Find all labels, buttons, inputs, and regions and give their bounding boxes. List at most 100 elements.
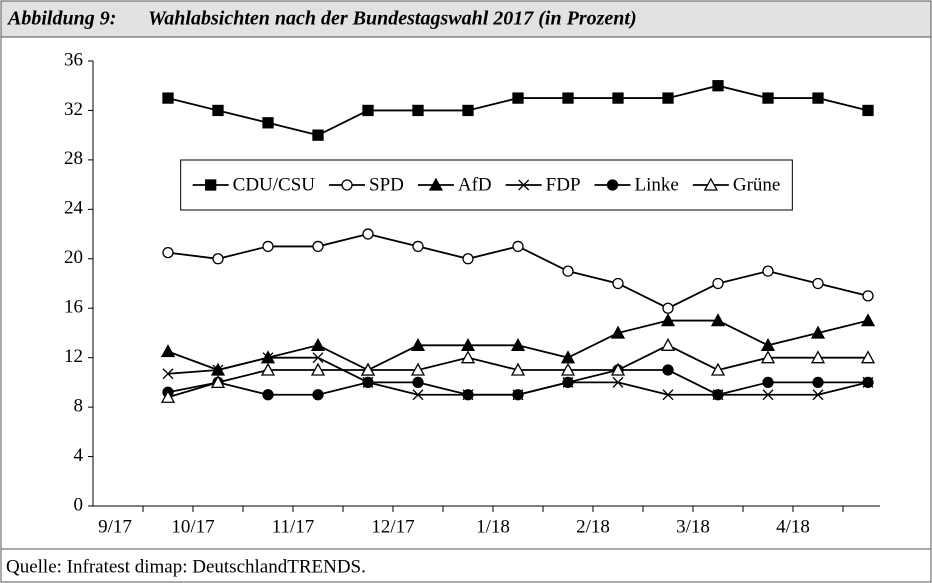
y-tick-label: 28	[64, 148, 83, 169]
point	[710, 362, 726, 376]
point	[412, 240, 424, 253]
point	[312, 129, 324, 141]
x-tick-label: 9/17	[98, 516, 132, 537]
point	[612, 277, 624, 290]
y-tick-label: 24	[64, 198, 84, 219]
point	[212, 253, 224, 265]
point	[260, 362, 276, 376]
point	[610, 325, 626, 339]
point	[862, 104, 874, 117]
point	[760, 337, 776, 351]
point	[810, 350, 826, 364]
legend-label: SPD	[369, 174, 404, 195]
legend-label: Linke	[635, 174, 679, 195]
point	[660, 337, 676, 351]
legend-marker	[428, 177, 443, 191]
point	[560, 362, 576, 376]
point	[562, 92, 574, 104]
point	[412, 104, 424, 117]
point	[760, 350, 776, 364]
point	[862, 290, 874, 302]
point	[360, 362, 376, 376]
point	[812, 92, 824, 104]
point	[410, 337, 426, 351]
point	[510, 337, 526, 351]
point	[312, 240, 324, 253]
legend-marker	[341, 179, 353, 191]
point	[860, 350, 876, 364]
y-tick-label: 16	[64, 297, 83, 318]
y-tick-label: 4	[74, 445, 84, 466]
point	[210, 375, 226, 389]
point	[212, 104, 224, 117]
point	[410, 362, 426, 376]
header-bar	[0, 0, 932, 38]
y-tick-label: 8	[74, 395, 84, 416]
point	[160, 344, 176, 358]
legend-marker	[703, 177, 718, 191]
point	[762, 376, 774, 389]
point	[562, 265, 574, 277]
legend-item: FDP	[505, 174, 581, 195]
source: Quelle: Infratest dimap: DeutschlandTREN…	[6, 556, 366, 577]
point	[362, 376, 374, 389]
point	[662, 389, 674, 401]
point	[662, 302, 674, 314]
legend-marker	[205, 179, 217, 191]
point	[512, 92, 524, 104]
point	[812, 389, 824, 401]
x-tick-label: 10/17	[171, 516, 214, 537]
point	[512, 389, 524, 401]
point	[262, 352, 274, 364]
legend-box	[180, 159, 793, 211]
point	[612, 376, 624, 388]
point	[462, 389, 474, 401]
x-tick-label: 12/17	[371, 516, 414, 537]
x-tick-label: 4/18	[776, 516, 810, 537]
y-tick-label: 0	[74, 494, 84, 515]
point	[162, 92, 174, 104]
point	[612, 92, 624, 104]
legend-item: CDU/CSU	[192, 174, 315, 195]
legend-item: AfD	[417, 174, 492, 195]
point	[262, 117, 274, 129]
y-tick-label: 36	[64, 49, 83, 70]
legend: CDU/CSU SPD AfD FDP Linke Grüne	[180, 159, 793, 211]
point	[362, 104, 374, 117]
point	[412, 376, 424, 389]
point	[610, 362, 626, 376]
y-tick-label: 20	[64, 247, 83, 268]
point	[162, 368, 174, 380]
point	[662, 364, 674, 376]
x-tick-label: 11/17	[272, 516, 315, 537]
legend-item: Linke	[594, 174, 679, 195]
point	[812, 376, 824, 389]
point	[860, 313, 876, 327]
point	[462, 104, 474, 117]
point	[460, 337, 476, 351]
legend-marker	[518, 179, 530, 191]
point	[312, 389, 324, 401]
point	[312, 352, 324, 364]
point	[712, 277, 724, 290]
legend-label: FDP	[546, 174, 581, 195]
point	[462, 253, 474, 265]
point	[712, 389, 724, 401]
point	[762, 92, 774, 104]
point	[812, 277, 824, 290]
point	[310, 337, 326, 351]
point	[510, 362, 526, 376]
point	[362, 228, 374, 240]
point	[710, 313, 726, 327]
point	[212, 364, 224, 376]
point	[712, 80, 724, 92]
point	[310, 362, 326, 376]
legend-label: AfD	[458, 174, 492, 195]
point	[412, 389, 424, 401]
point	[862, 376, 874, 389]
point	[662, 92, 674, 104]
figure-label: Abbildung 9:	[6, 8, 116, 30]
